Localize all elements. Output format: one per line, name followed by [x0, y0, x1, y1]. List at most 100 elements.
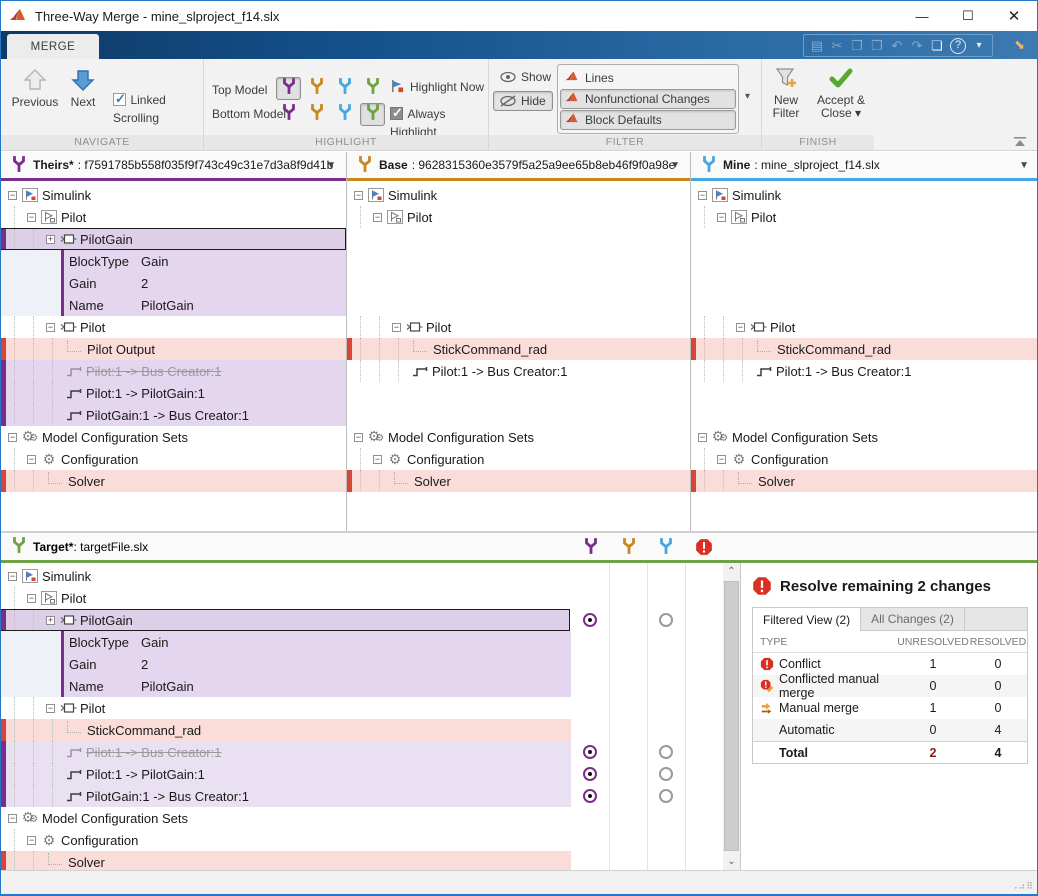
- tree-row[interactable]: − Pilot: [1, 316, 346, 338]
- scroll-down-icon[interactable]: ⌄: [727, 856, 736, 867]
- bottom-model-base-button[interactable]: [304, 103, 329, 126]
- collapse-icon[interactable]: −: [27, 592, 36, 603]
- bottom-model-theirs-button[interactable]: [276, 103, 301, 126]
- undo-icon[interactable]: ↶: [891, 37, 903, 53]
- theirs-radio[interactable]: [583, 767, 597, 781]
- tree-row[interactable]: − ⚙⚙ Model Configuration Sets: [691, 426, 1037, 448]
- tree-row[interactable]: Gain 2: [1, 272, 346, 294]
- ribbon-collapse-icon[interactable]: [1011, 136, 1029, 148]
- new-filter-button[interactable]: New Filter: [764, 65, 808, 120]
- filter-hide-button[interactable]: Hide: [493, 91, 553, 111]
- linked-scrolling-checkbox[interactable]: Linked Scrolling: [113, 91, 203, 127]
- collapse-icon[interactable]: −: [8, 812, 17, 823]
- tree-row[interactable]: + PilotGain: [1, 228, 346, 250]
- tree-row[interactable]: − Pilot: [347, 316, 690, 338]
- tree-row[interactable]: − ⚙ Configuration: [347, 448, 690, 470]
- collapse-icon[interactable]: −: [717, 453, 726, 464]
- mine-radio[interactable]: [659, 745, 673, 759]
- collapse-icon[interactable]: −: [27, 453, 36, 464]
- collapse-icon[interactable]: −: [392, 321, 401, 332]
- tab-merge[interactable]: MERGE: [7, 34, 99, 59]
- tree-row[interactable]: StickCommand_rad: [1, 719, 571, 741]
- mine-dropdown-icon[interactable]: ▼: [1019, 159, 1029, 171]
- tree-row[interactable]: − Pilot: [1, 206, 346, 228]
- tree-row[interactable]: BlockType Gain: [1, 250, 346, 272]
- tree-row[interactable]: StickCommand_rad: [691, 338, 1037, 360]
- collapse-icon[interactable]: −: [736, 321, 745, 332]
- expand-icon[interactable]: +: [46, 233, 55, 244]
- mine-radio[interactable]: [659, 613, 673, 627]
- highlight-now-button[interactable]: Highlight Now: [390, 79, 484, 94]
- tree-row[interactable]: Pilot:1 -> Bus Creator:1: [1, 741, 571, 763]
- tree-row[interactable]: Solver: [691, 470, 1037, 492]
- base-dropdown-icon[interactable]: ▼: [670, 159, 680, 171]
- collapse-icon[interactable]: −: [8, 431, 17, 442]
- undock-arrow-icon[interactable]: ⬊: [1014, 37, 1025, 52]
- expand-icon[interactable]: +: [46, 614, 55, 625]
- tree-row[interactable]: − Simulink: [1, 565, 571, 587]
- tree-row[interactable]: Pilot:1 -> PilotGain:1: [1, 763, 571, 785]
- tree-row[interactable]: Pilot:1 -> Bus Creator:1: [347, 360, 690, 382]
- tree-row[interactable]: + PilotGain: [1, 609, 570, 631]
- tree-row[interactable]: Pilot:1 -> PilotGain:1: [1, 382, 346, 404]
- toolbar-more-icon[interactable]: ▾: [976, 40, 982, 51]
- theirs-radio[interactable]: [583, 613, 597, 627]
- tree-row[interactable]: Pilot:1 -> Bus Creator:1: [691, 360, 1037, 382]
- scrollbar-thumb[interactable]: [724, 581, 739, 851]
- minimize-button[interactable]: —: [915, 8, 929, 24]
- tab-all-changes[interactable]: All Changes (2): [861, 607, 965, 631]
- tree-row[interactable]: Solver: [1, 470, 346, 492]
- previous-button[interactable]: Previous: [9, 67, 61, 109]
- theirs-radio[interactable]: [583, 789, 597, 803]
- theirs-dropdown-icon[interactable]: ▼: [326, 159, 336, 171]
- collapse-icon[interactable]: −: [27, 211, 36, 222]
- scroll-up-icon[interactable]: ⌃: [727, 566, 736, 577]
- tree-row[interactable]: − Pilot: [1, 587, 571, 609]
- tree-row[interactable]: − Pilot: [691, 316, 1037, 338]
- tree-row[interactable]: − Simulink: [347, 184, 690, 206]
- paste-icon[interactable]: ❒: [871, 37, 883, 53]
- filter-dropdown-button[interactable]: ▾: [745, 91, 751, 102]
- top-model-target-button[interactable]: [360, 77, 385, 100]
- bottom-model-target-button[interactable]: [360, 103, 385, 126]
- tree-row[interactable]: PilotGain:1 -> Bus Creator:1: [1, 785, 571, 807]
- theirs-pane-header[interactable]: Theirs* : f7591785b558f035f9f743c49c31e7…: [1, 152, 346, 178]
- close-button[interactable]: ✕: [1007, 8, 1021, 25]
- tree-row[interactable]: − ⚙ Configuration: [1, 829, 571, 851]
- filter-show-button[interactable]: Show: [493, 67, 558, 87]
- collapse-icon[interactable]: −: [27, 834, 36, 845]
- tree-row[interactable]: − Simulink: [691, 184, 1037, 206]
- collapse-icon[interactable]: −: [46, 702, 55, 713]
- next-button[interactable]: Next: [63, 67, 103, 109]
- collapse-icon[interactable]: −: [354, 431, 363, 442]
- tree-row[interactable]: BlockType Gain: [1, 631, 571, 653]
- tree-row[interactable]: − ⚙⚙ Model Configuration Sets: [1, 426, 346, 448]
- mine-radio[interactable]: [659, 789, 673, 803]
- tree-row[interactable]: − ⚙ Configuration: [1, 448, 346, 470]
- tree-row[interactable]: Pilot:1 -> Bus Creator:1: [1, 360, 346, 382]
- bottom-model-mine-button[interactable]: [332, 103, 357, 126]
- tree-row[interactable]: PilotGain:1 -> Bus Creator:1: [1, 404, 346, 426]
- mine-radio[interactable]: [659, 767, 673, 781]
- collapse-icon[interactable]: −: [8, 189, 17, 200]
- tree-row[interactable]: Name PilotGain: [1, 294, 346, 316]
- tree-row[interactable]: − ⚙ Configuration: [691, 448, 1037, 470]
- collapse-icon[interactable]: −: [717, 211, 726, 222]
- collapse-icon[interactable]: −: [373, 453, 382, 464]
- tree-row[interactable]: − Pilot: [1, 697, 571, 719]
- tree-row[interactable]: Solver: [347, 470, 690, 492]
- tree-row[interactable]: Pilot Output: [1, 338, 346, 360]
- tree-row[interactable]: − ⚙⚙ Model Configuration Sets: [347, 426, 690, 448]
- filter-item-block-defaults[interactable]: Block Defaults: [560, 110, 736, 130]
- tree-row[interactable]: Solver: [1, 851, 571, 870]
- filter-item-nonfunctional-changes[interactable]: Nonfunctional Changes: [560, 89, 736, 109]
- cut-icon[interactable]: ✂: [831, 37, 843, 53]
- base-pane-header[interactable]: Base : 9628315360e3579f5a25a9ee65b8eb46f…: [347, 152, 690, 178]
- save-icon[interactable]: ▤: [810, 37, 824, 53]
- tree-row[interactable]: − ⚙⚙ Model Configuration Sets: [1, 807, 571, 829]
- collapse-icon[interactable]: −: [8, 570, 17, 581]
- accept-close-button[interactable]: Accept & Close ▾: [812, 65, 870, 120]
- top-model-theirs-button[interactable]: [276, 77, 301, 100]
- tree-row[interactable]: Gain 2: [1, 653, 571, 675]
- tab-filtered-view[interactable]: Filtered View (2): [752, 607, 862, 631]
